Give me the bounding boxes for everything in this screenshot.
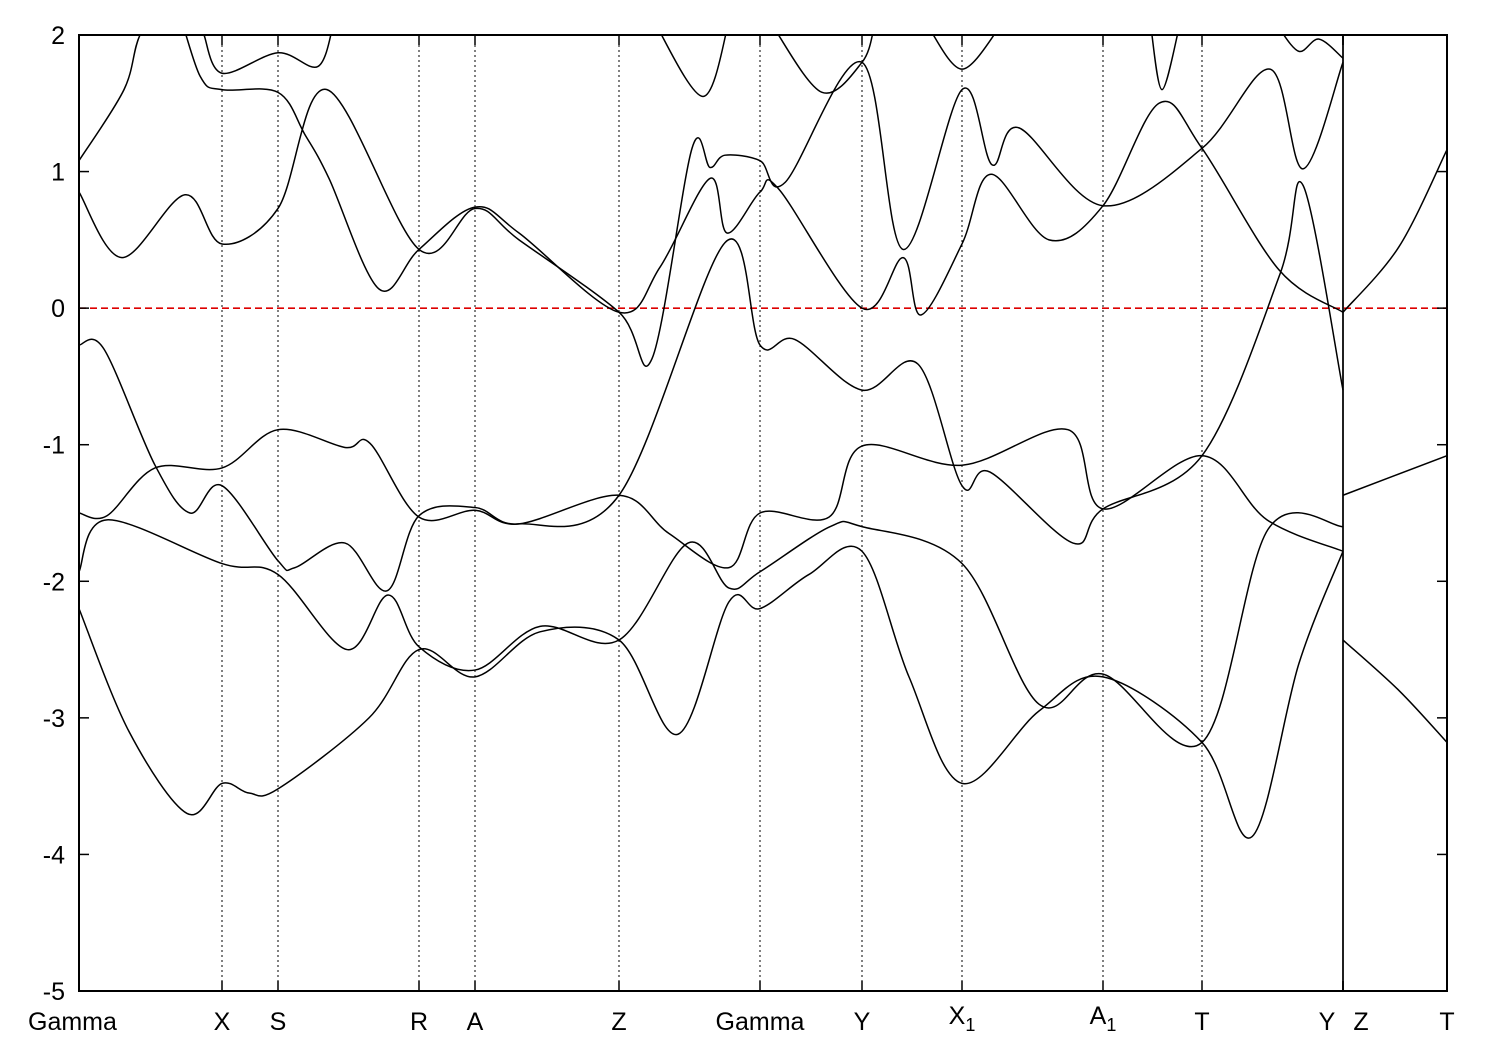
x-tick-label: X1 [949, 1002, 976, 1035]
x-tick-label: A [467, 1008, 484, 1036]
band-line [203, 35, 1344, 98]
grid [79, 35, 1447, 991]
bands [79, 35, 1447, 839]
x-tick-label: Gamma [716, 1008, 805, 1036]
x-tick-label: Z [611, 1008, 626, 1036]
x-tick-label: Y [854, 1008, 871, 1036]
x-tick-label: A1 [1090, 1002, 1117, 1035]
band-line [79, 454, 1447, 748]
x-tick-label: T [1194, 1008, 1209, 1036]
y-tick-label: -1 [43, 432, 65, 460]
band-line [79, 181, 1344, 592]
x-tick-label: Y [1319, 1008, 1336, 1036]
band-line [79, 35, 1344, 316]
x-tick-label: R [410, 1008, 428, 1036]
y-tick-label: 0 [51, 295, 65, 323]
x-tick-label: S [270, 1008, 287, 1036]
x-tick-label: T [1439, 1008, 1454, 1036]
band-line [79, 545, 1447, 839]
y-tick-label: -5 [43, 978, 65, 1006]
x-tick-label: Gamma [28, 1008, 117, 1036]
y-tick-label: 2 [51, 22, 65, 50]
y-tick-label: -2 [43, 568, 65, 596]
y-tick-label: -3 [43, 705, 65, 733]
x-tick-label: Z [1353, 1008, 1368, 1036]
band-line [79, 428, 1344, 569]
x-tick-label: X [214, 1008, 231, 1036]
plot-frame [78, 34, 1448, 992]
y-tick-label: 1 [51, 159, 65, 187]
y-tick-label: -4 [43, 841, 65, 869]
